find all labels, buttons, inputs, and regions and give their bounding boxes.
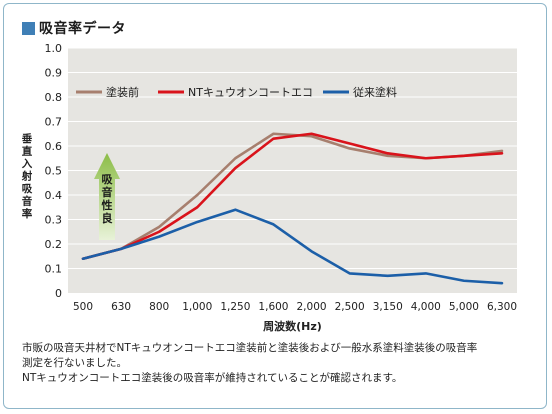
y-label-char: 率: [22, 207, 33, 220]
y-label-char: 射: [21, 170, 33, 183]
x-tick-label: 3,150: [373, 301, 403, 313]
x-tick-label: 1,000: [182, 301, 212, 313]
y-label-char: 入: [22, 158, 33, 170]
y-label-char: 音: [22, 195, 33, 208]
y-tick-label: 0.2: [45, 238, 63, 251]
y-axis-ticks: 0 0.1 0.2 0.3 0.4 0.5 0.6 0.7 0.8 0.9 1.0: [45, 42, 63, 300]
y-label-char: 直: [22, 145, 33, 158]
x-axis-ticks: 500 630 800 1,000 1,250 1,600 2,000 2,500 3,150 4…: [73, 301, 517, 313]
absorption-arrow: 吸音性良: [94, 153, 120, 240]
caption-line-2: 測定を行ないました。: [22, 357, 127, 369]
y-tick-label: 0.5: [45, 165, 63, 178]
y-tick-label: 1.0: [45, 42, 63, 55]
x-tick-label: 500: [73, 301, 93, 313]
y-tick-label: 0.7: [45, 116, 63, 129]
x-tick-label: 5,000: [449, 301, 479, 313]
x-tick-label: 1,600: [258, 301, 288, 313]
series-line: [81, 132, 504, 261]
grid-lines: [68, 47, 517, 269]
x-tick-label: 1,250: [220, 301, 250, 313]
chart-header: 吸音率データ: [22, 18, 126, 38]
x-tick-label: 2,000: [297, 301, 327, 313]
x-tick-label: 800: [149, 301, 169, 313]
x-tick-label: 630: [111, 301, 131, 313]
x-tick-label: 6,300: [487, 301, 517, 313]
caption-line-1: 市販の吸音天井材でNTキュウオンコートエコ塗装前と塗装後および一般水系塗料塗装後…: [22, 342, 478, 354]
y-tick-label: 0.4: [45, 189, 63, 202]
series-lines: [81, 132, 504, 285]
y-tick-label: 0.8: [45, 91, 63, 104]
legend-label: NTキュウオンコートエコ: [188, 86, 313, 99]
legend-label: 従来塗料: [353, 85, 397, 99]
x-axis-label: 周波数(Hz): [263, 319, 322, 333]
title-square-icon: [22, 21, 35, 35]
chart-title: 吸音率データ: [39, 21, 126, 37]
y-tick-label: 0.6: [45, 140, 63, 153]
legend: 塗装前 NTキュウオンコートエコ 従来塗料: [76, 85, 397, 99]
up-arrow-icon: [94, 153, 120, 240]
y-tick-label: 0: [55, 287, 62, 300]
y-label-char: 吸: [22, 183, 33, 195]
y-tick-label: 0.3: [45, 214, 63, 227]
legend-label: 塗装前: [106, 85, 139, 99]
series-line: [81, 208, 504, 285]
caption-line-3: NTキュウオンコートエコ塗装後の吸音率が維持されていることが確認されます。: [22, 372, 403, 384]
x-tick-label: 2,500: [335, 301, 365, 313]
caption: 市販の吸音天井材でNTキュウオンコートエコ塗装前と塗装後および一般水系塗料塗装後…: [22, 341, 537, 386]
x-tick-label: 4,000: [411, 301, 441, 313]
y-tick-label: 0.1: [45, 263, 63, 276]
arrow-label: 吸音性良: [102, 173, 114, 225]
y-tick-label: 0.9: [45, 67, 63, 80]
y-label-char: 垂: [22, 132, 33, 145]
